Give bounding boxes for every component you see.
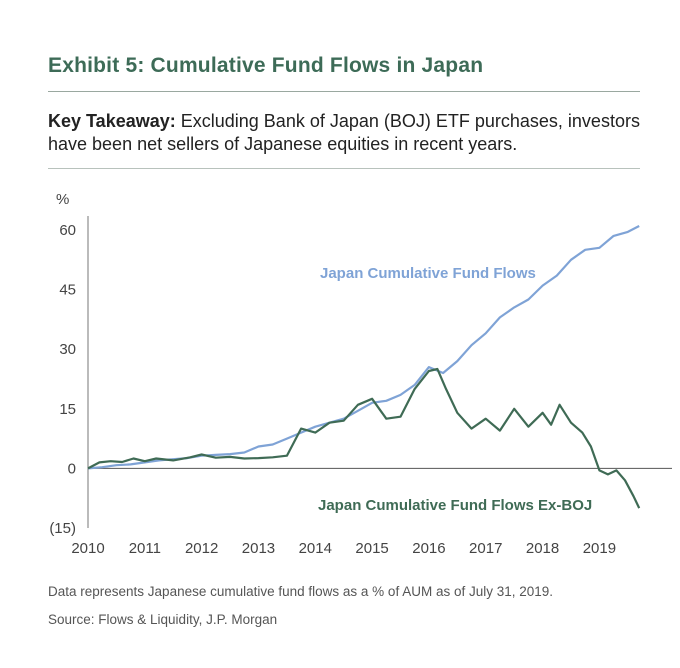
- x-tick-label: 2019: [583, 540, 616, 557]
- takeaway-label: Key Takeaway:: [48, 111, 176, 131]
- x-tick-label: 2018: [526, 540, 559, 557]
- x-tick-label: 2011: [129, 540, 161, 557]
- x-tick-label: 2010: [71, 540, 104, 557]
- x-tick-label: 2013: [242, 540, 275, 557]
- x-tick-label: 2015: [355, 540, 388, 557]
- y-tick-label: (15): [49, 520, 76, 537]
- chart-labels: % (15) 0 15 30 45 60 2010 2011 2012 2013 2014 2015 20…: [49, 191, 616, 557]
- title-divider: [48, 91, 640, 92]
- chart-series: [87, 225, 641, 509]
- x-tick-label: 2016: [412, 540, 445, 557]
- chart-divider: [48, 168, 640, 169]
- source-note: Source: Flows & Liquidity, J.P. Morgan: [48, 612, 278, 627]
- series-line-ex-boj: [87, 367, 641, 509]
- fund-flows-chart: % (15) 0 15 30 45 60 2010 2011 2012 2013 2014 2015 20…: [49, 191, 672, 557]
- y-tick-label: 0: [68, 460, 76, 477]
- y-tick-label: 45: [59, 282, 76, 299]
- data-note: Data represents Japanese cumulative fund…: [48, 584, 554, 599]
- y-tick-label: 15: [59, 401, 76, 418]
- y-axis-unit-label: %: [56, 191, 69, 208]
- x-tick-label: 2014: [299, 540, 332, 557]
- takeaway-text: Excluding Bank of Japan (BOJ) ETF purcha…: [48, 111, 640, 154]
- exhibit-title: Exhibit 5: Cumulative Fund Flows in Japa…: [48, 54, 484, 77]
- series-label-ex-boj: Japan Cumulative Fund Flows Ex-BOJ: [318, 497, 592, 514]
- chart-axes: [87, 216, 672, 528]
- series-label-japan: Japan Cumulative Fund Flows: [320, 265, 536, 282]
- key-takeaway: Key Takeaway: Excluding Bank of Japan (B…: [48, 110, 648, 156]
- y-tick-label: 30: [59, 341, 76, 358]
- series-line-japan: [87, 225, 640, 470]
- x-tick-label: 2017: [469, 540, 502, 557]
- x-tick-label: 2012: [185, 540, 218, 557]
- y-tick-label: 60: [59, 222, 76, 239]
